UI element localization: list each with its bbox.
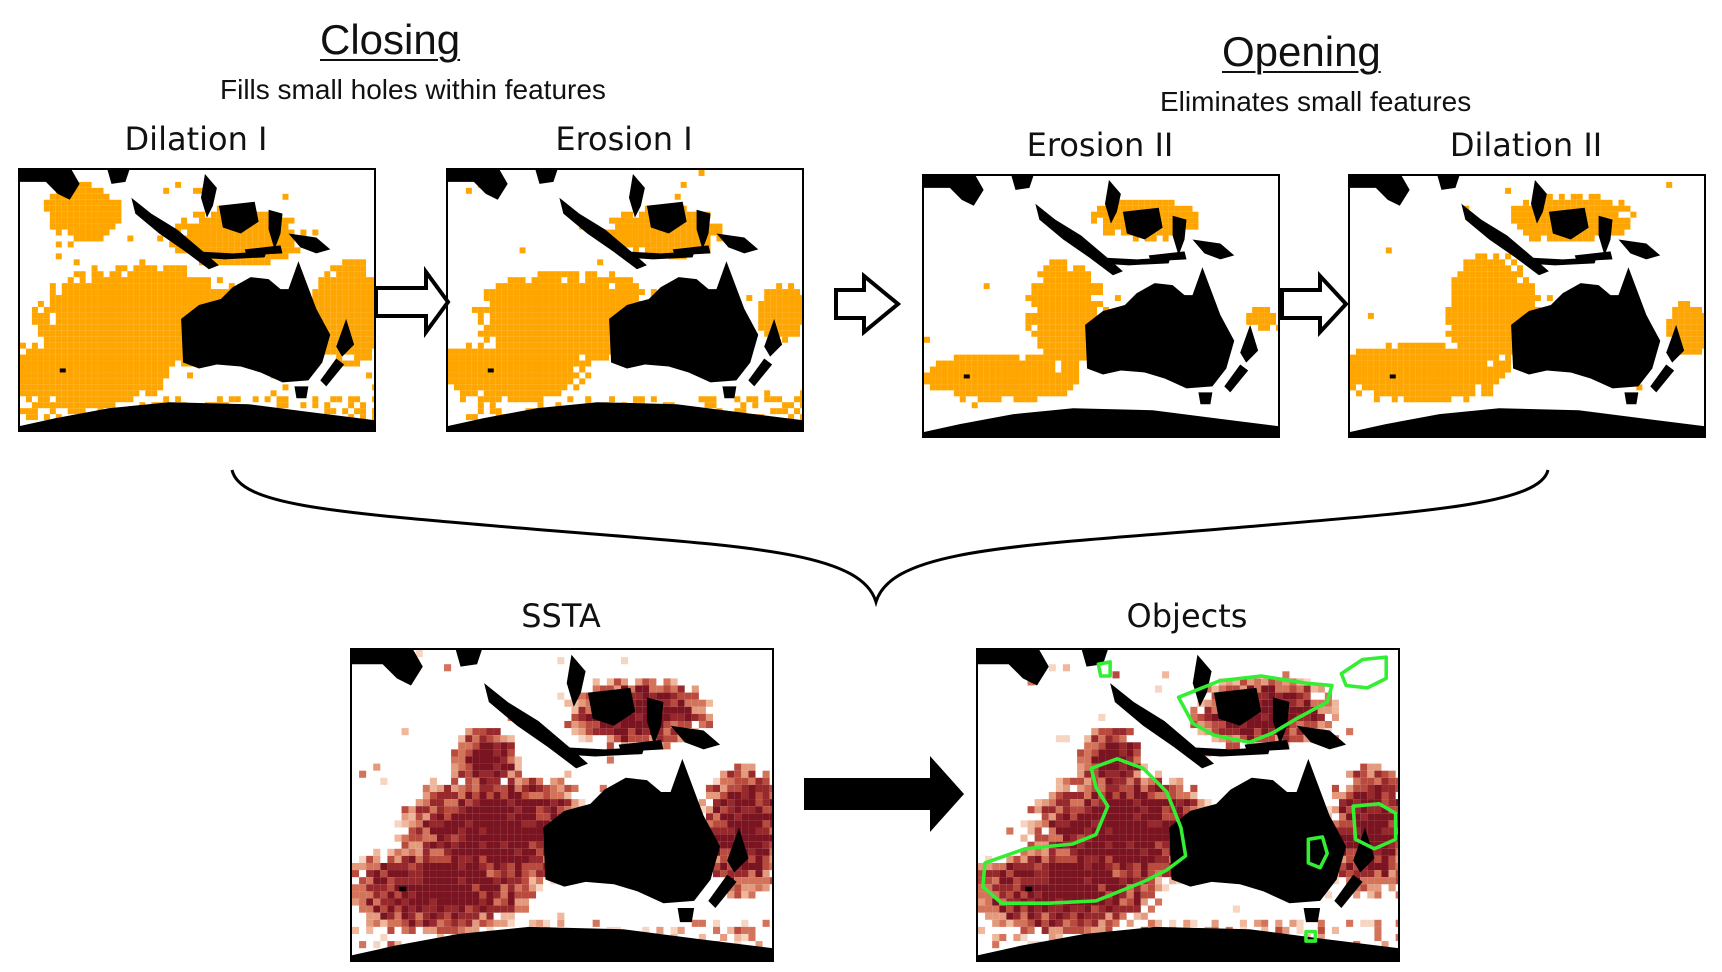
opening-subtitle: Eliminates small features [1160, 86, 1472, 117]
erosion1-map [446, 168, 804, 432]
closing-heading: Closing [320, 16, 461, 63]
solid-right-arrow-icon [804, 756, 964, 832]
erosion2-map [922, 174, 1280, 438]
objects-title: Objects [1126, 597, 1248, 635]
hollow-right-arrow-icon [1280, 270, 1349, 338]
hollow-right-arrow-icon [834, 271, 902, 337]
ssta-title: SSTA [521, 597, 601, 635]
dilation2-map [1348, 174, 1706, 438]
ssta-map [350, 648, 774, 962]
objects-map [976, 648, 1400, 962]
erosion1-title: Erosion I [555, 120, 693, 158]
dilation1-title: Dilation I [124, 120, 268, 158]
dilation1-map [18, 168, 376, 432]
closing-subtitle: Fills small holes within features [220, 74, 606, 105]
erosion2-title: Erosion II [1026, 126, 1174, 164]
hollow-right-arrow-icon [374, 265, 451, 339]
dilation2-title: Dilation II [1449, 126, 1603, 164]
curly-brace-icon [230, 469, 1550, 608]
opening-heading: Opening [1222, 28, 1381, 75]
